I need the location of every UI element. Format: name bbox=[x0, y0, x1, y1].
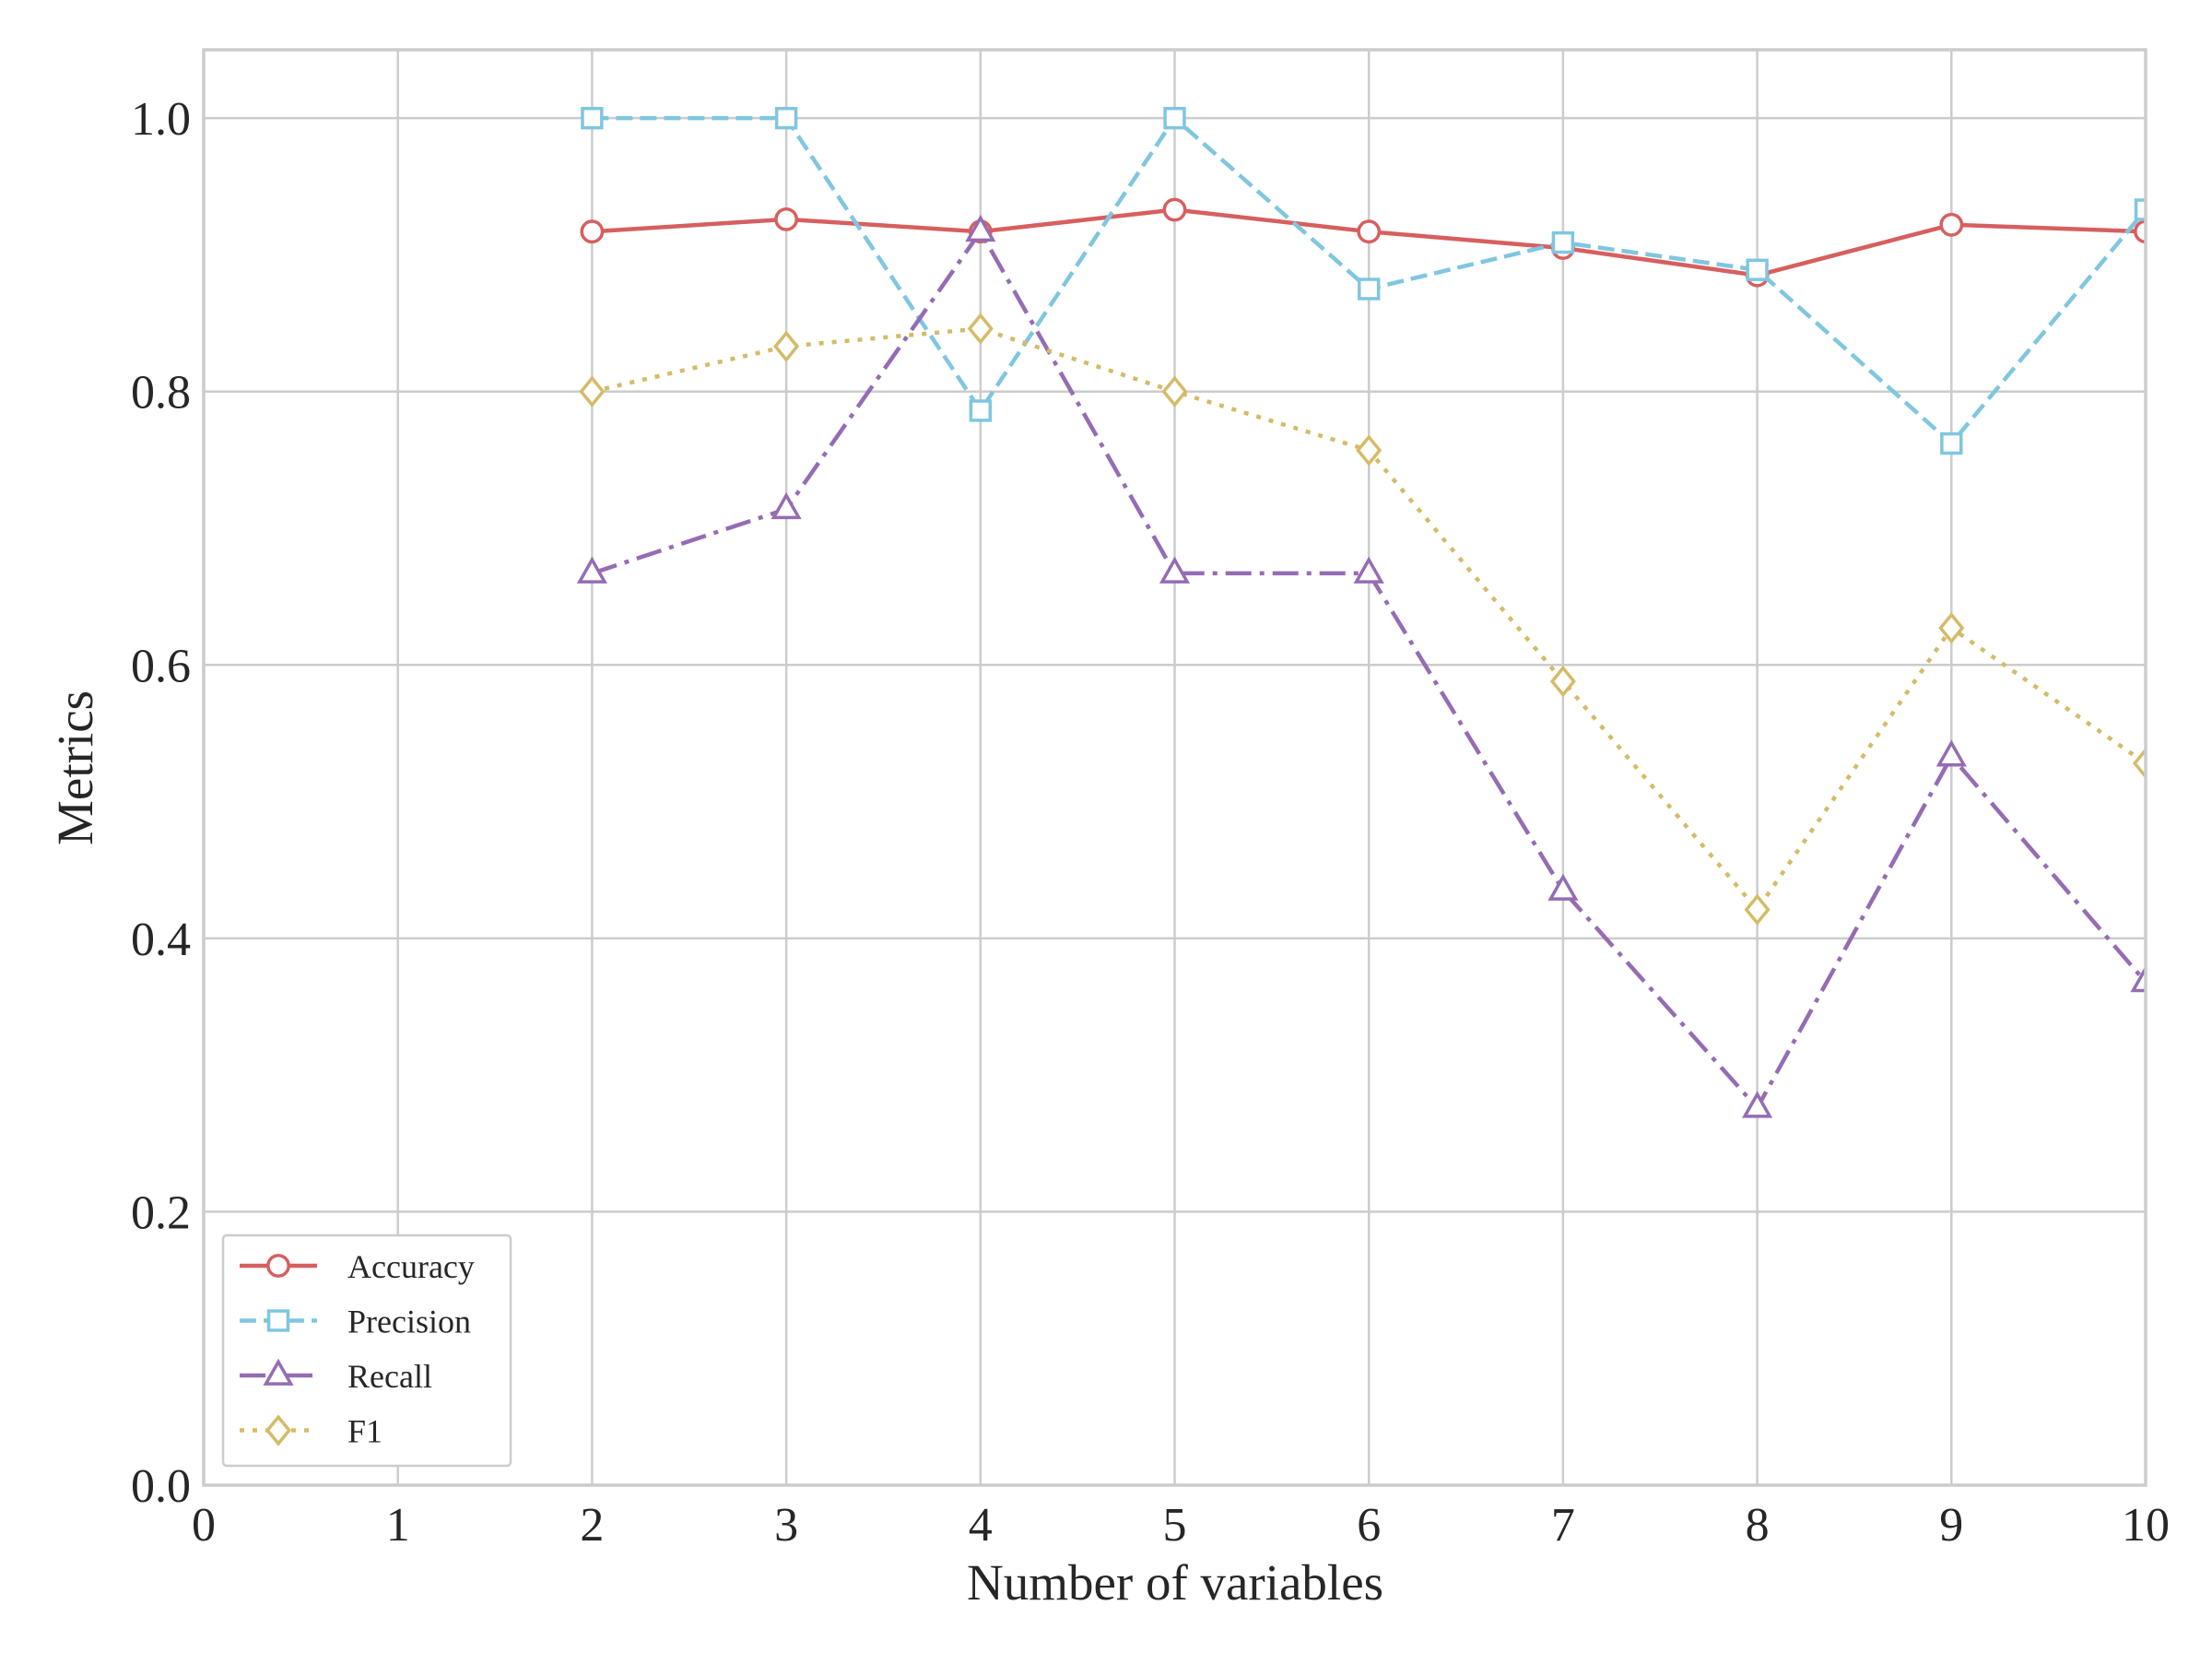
square-marker bbox=[1551, 230, 1575, 254]
square-marker bbox=[1746, 258, 1769, 281]
y-axis-label: Metrics bbox=[47, 690, 103, 845]
y-tick-label: 0.2 bbox=[131, 1186, 191, 1239]
legend-box bbox=[221, 1233, 512, 1468]
legend: Accuracy Precision Recall F1 bbox=[221, 1233, 512, 1468]
triangle-marker bbox=[1936, 739, 1967, 767]
x-tick-label: 5 bbox=[1163, 1499, 1187, 1552]
legend-item: F1 bbox=[240, 1413, 382, 1450]
x-tick-label: 3 bbox=[774, 1499, 798, 1552]
tick-labels: 0 1 2 3 4 5 6 7 8 9 10 0.0 0.2 0.4 0.6 0.8 1.0 bbox=[131, 93, 2170, 1552]
circle-marker bbox=[1162, 197, 1187, 222]
diamond-marker bbox=[1161, 375, 1188, 407]
axes-frame bbox=[202, 48, 2147, 1487]
square-marker-legend bbox=[266, 1309, 290, 1332]
legend-item: Accuracy bbox=[240, 1248, 475, 1285]
x-tick-label: 1 bbox=[386, 1499, 410, 1552]
square-marker bbox=[774, 106, 798, 130]
x-tick-label: 9 bbox=[1939, 1499, 1963, 1552]
plot-frame bbox=[202, 48, 2147, 1487]
square-marker bbox=[1940, 431, 1963, 455]
series-recall bbox=[576, 214, 2146, 1118]
series-precision bbox=[581, 106, 2146, 455]
square-marker bbox=[1358, 277, 1381, 301]
circle-marker bbox=[580, 219, 605, 244]
triangle-marker bbox=[771, 491, 802, 520]
series-f1 bbox=[579, 313, 2146, 926]
square-marker bbox=[581, 106, 604, 130]
x-tick-label: 4 bbox=[969, 1499, 993, 1552]
triangle-marker bbox=[1159, 556, 1191, 584]
legend-item: Recall bbox=[240, 1358, 432, 1395]
x-tick-label: 8 bbox=[1746, 1499, 1770, 1552]
triangle-marker bbox=[1547, 873, 1579, 901]
diamond-marker bbox=[2132, 747, 2146, 780]
diamond-marker bbox=[967, 313, 994, 345]
legend-label: Recall bbox=[347, 1358, 432, 1395]
legend-label: Precision bbox=[347, 1304, 471, 1340]
circle-marker-legend bbox=[266, 1254, 290, 1278]
triangle-marker bbox=[576, 556, 607, 584]
diamond-marker bbox=[1744, 893, 1771, 926]
x-axis-label: Number of variables bbox=[967, 1554, 1383, 1611]
y-tick-label: 0.4 bbox=[131, 914, 191, 966]
circle-marker bbox=[774, 207, 799, 231]
y-tick-label: 0.6 bbox=[131, 640, 191, 692]
x-tick-label: 6 bbox=[1357, 1499, 1381, 1552]
triangle-marker bbox=[2130, 965, 2146, 993]
triangle-marker bbox=[1742, 1091, 1773, 1118]
square-marker bbox=[1163, 106, 1186, 130]
circle-marker bbox=[1357, 219, 1382, 244]
circle-marker bbox=[2134, 219, 2146, 244]
diamond-marker bbox=[1549, 665, 1576, 698]
y-tick-label: 0.8 bbox=[131, 367, 191, 419]
diamond-marker bbox=[1356, 434, 1382, 466]
triangle-marker bbox=[1353, 556, 1384, 584]
legend-item: Precision bbox=[240, 1304, 471, 1340]
x-tick-label: 2 bbox=[580, 1499, 604, 1552]
square-marker bbox=[969, 399, 992, 422]
y-tick-label: 1.0 bbox=[131, 93, 191, 146]
legend-label: Accuracy bbox=[347, 1248, 475, 1285]
diamond-marker-legend bbox=[265, 1414, 292, 1446]
series-layer bbox=[576, 106, 2146, 1118]
x-tick-label: 10 bbox=[2122, 1499, 2170, 1552]
triangle-marker bbox=[965, 214, 996, 242]
x-tick-label: 0 bbox=[192, 1499, 216, 1552]
diamond-marker bbox=[773, 330, 800, 362]
diamond-marker bbox=[1938, 612, 1965, 644]
circle-marker bbox=[1939, 212, 1964, 237]
triangle-marker-legend bbox=[263, 1358, 294, 1386]
square-marker bbox=[2134, 198, 2146, 221]
x-tick-label: 7 bbox=[1551, 1499, 1575, 1552]
legend-label: F1 bbox=[347, 1413, 382, 1450]
y-tick-label: 0.0 bbox=[131, 1460, 191, 1513]
diamond-marker bbox=[579, 375, 606, 407]
